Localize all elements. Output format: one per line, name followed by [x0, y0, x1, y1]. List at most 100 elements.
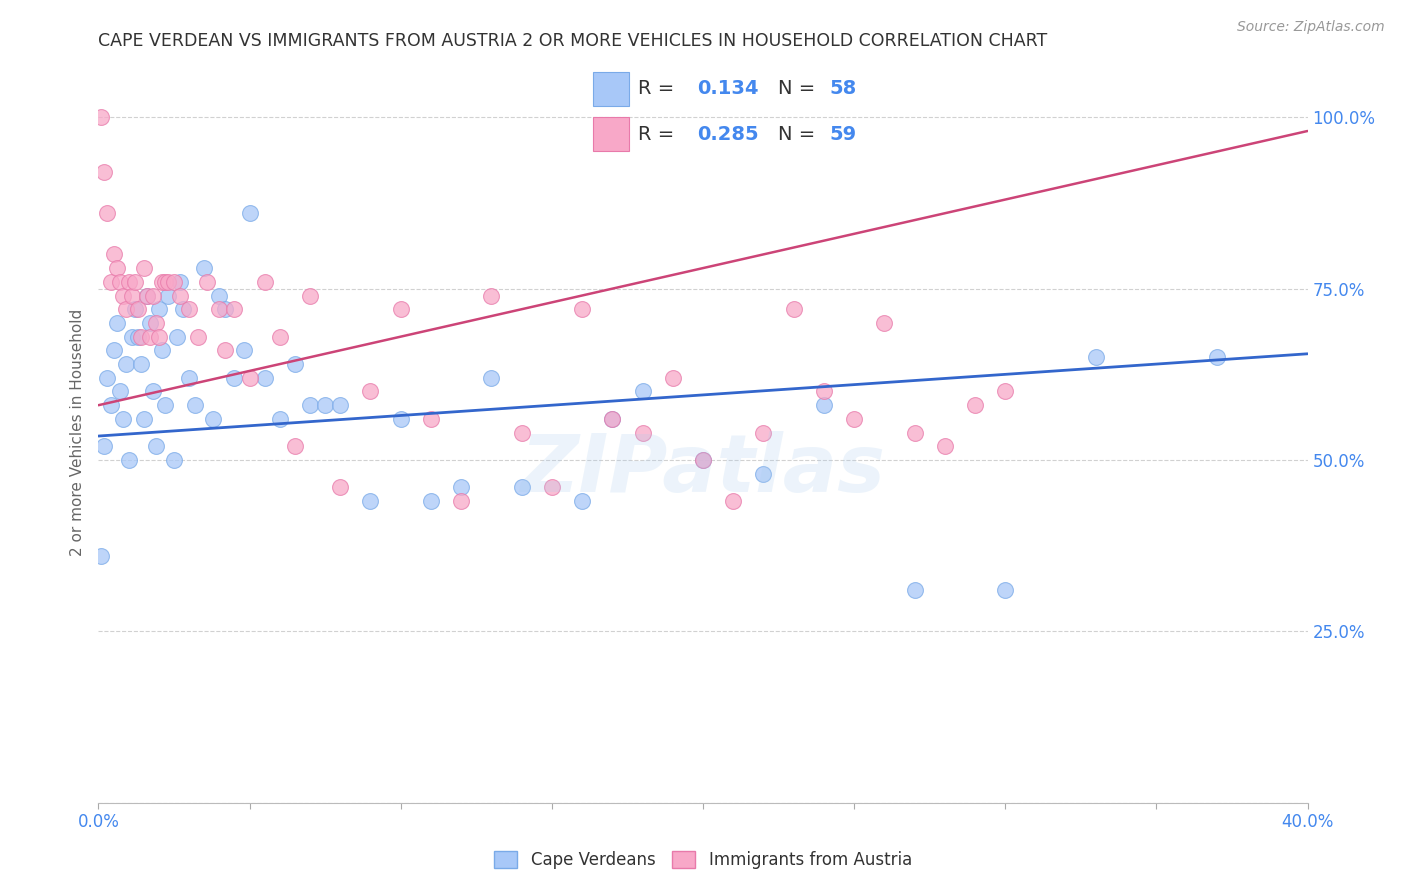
Point: [100, 275, 122, 289]
Point: [299, 398, 322, 412]
Text: Source: ZipAtlas.com: Source: ZipAtlas.com: [1237, 20, 1385, 34]
Point: [129, 357, 152, 371]
Point: [510, 425, 533, 440]
Point: [202, 412, 225, 426]
Point: [904, 425, 927, 440]
Point: [420, 412, 443, 426]
Point: [121, 288, 143, 302]
Point: [93, 439, 115, 453]
Point: [934, 439, 956, 453]
Point: [156, 275, 179, 289]
Point: [195, 275, 218, 289]
Point: [105, 316, 128, 330]
Point: [481, 288, 503, 302]
Point: [114, 357, 136, 371]
Point: [873, 316, 896, 330]
Point: [172, 302, 194, 317]
Point: [450, 494, 472, 508]
Point: [166, 329, 188, 343]
Point: [723, 494, 745, 508]
Point: [602, 412, 624, 426]
Point: [103, 247, 125, 261]
Point: [420, 494, 443, 508]
Point: [360, 494, 382, 508]
Text: 0.134: 0.134: [697, 79, 758, 98]
Point: [148, 329, 170, 343]
Point: [450, 480, 472, 494]
Text: CAPE VERDEAN VS IMMIGRANTS FROM AUSTRIA 2 OR MORE VEHICLES IN HOUSEHOLD CORRELAT: CAPE VERDEAN VS IMMIGRANTS FROM AUSTRIA …: [98, 32, 1047, 50]
Y-axis label: 2 or more Vehicles in Household: 2 or more Vehicles in Household: [70, 309, 86, 557]
Point: [169, 275, 191, 289]
Point: [253, 275, 276, 289]
Point: [132, 412, 155, 426]
Point: [135, 288, 157, 302]
Point: [214, 343, 236, 358]
Point: [571, 302, 593, 317]
Point: [389, 412, 412, 426]
Point: [631, 384, 654, 399]
Text: N =: N =: [778, 79, 821, 98]
Point: [844, 412, 866, 426]
Point: [813, 384, 835, 399]
Text: 59: 59: [830, 125, 856, 144]
Point: [153, 275, 176, 289]
Point: [118, 453, 141, 467]
Bar: [593, 118, 628, 151]
Point: [329, 398, 352, 412]
Legend: Cape Verdeans, Immigrants from Austria: Cape Verdeans, Immigrants from Austria: [488, 845, 918, 876]
Point: [239, 371, 262, 385]
Bar: [593, 72, 628, 105]
Point: [108, 275, 131, 289]
Point: [139, 316, 162, 330]
Point: [124, 302, 146, 317]
Point: [389, 302, 412, 317]
Point: [284, 357, 307, 371]
Point: [193, 261, 215, 276]
Point: [111, 288, 134, 302]
Text: ZIPatlas: ZIPatlas: [520, 431, 886, 508]
Point: [129, 329, 152, 343]
Point: [145, 439, 167, 453]
Point: [661, 371, 683, 385]
Point: [148, 302, 170, 317]
Point: [269, 329, 291, 343]
Point: [994, 384, 1017, 399]
Point: [163, 275, 186, 289]
Point: [783, 302, 806, 317]
Point: [108, 384, 131, 399]
Point: [139, 329, 162, 343]
Point: [114, 302, 136, 317]
Point: [239, 206, 262, 220]
Point: [96, 206, 118, 220]
Point: [214, 302, 236, 317]
Point: [510, 480, 533, 494]
Point: [1206, 350, 1229, 364]
Point: [631, 425, 654, 440]
Point: [127, 302, 149, 317]
Point: [127, 329, 149, 343]
Point: [150, 343, 173, 358]
Point: [208, 288, 231, 302]
Point: [103, 343, 125, 358]
Point: [299, 288, 322, 302]
Point: [994, 583, 1017, 598]
Point: [481, 371, 503, 385]
Point: [692, 453, 714, 467]
Point: [692, 453, 714, 467]
Text: R =: R =: [638, 125, 681, 144]
Text: N =: N =: [778, 125, 821, 144]
Point: [90, 549, 112, 563]
Point: [121, 329, 143, 343]
Point: [124, 275, 146, 289]
Point: [269, 412, 291, 426]
Point: [752, 425, 775, 440]
Point: [169, 288, 191, 302]
Point: [314, 398, 336, 412]
Point: [96, 371, 118, 385]
Point: [145, 316, 167, 330]
Point: [329, 480, 352, 494]
Point: [156, 288, 179, 302]
Point: [163, 453, 186, 467]
Point: [153, 398, 176, 412]
Point: [135, 288, 157, 302]
